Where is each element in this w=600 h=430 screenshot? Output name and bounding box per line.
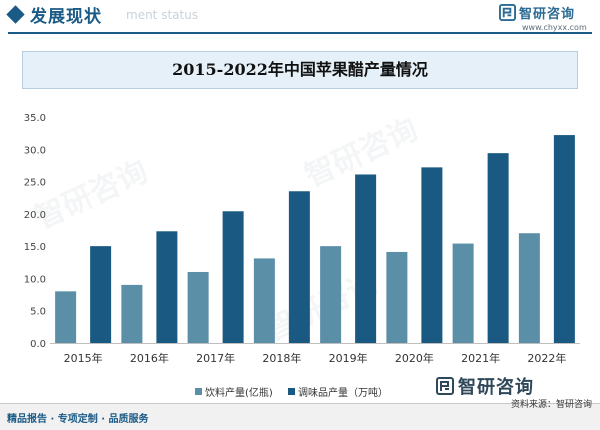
x-tick-label: 2022年	[527, 351, 566, 365]
x-tick-label: 2020年	[395, 351, 434, 365]
y-tick-label: 35.0	[24, 113, 46, 124]
x-axis: 2015年 2016年 2017年 2018年 2019年 2020年 2021年 2022年	[64, 351, 567, 365]
brand-name: 智研咨询	[519, 7, 576, 22]
x-tick-label: 2019年	[329, 351, 368, 365]
bar-beverage	[253, 258, 275, 343]
page-header: ment status 发展现状 智研咨询 www.chyxx.com	[0, 0, 600, 36]
y-tick-label: 0.0	[30, 339, 46, 350]
x-tick-label: 2017年	[196, 351, 235, 365]
header-background-text: ment status	[126, 8, 199, 22]
bar-condiment	[421, 167, 443, 343]
bar-condiment	[288, 191, 310, 343]
y-tick-label: 10.0	[24, 274, 46, 285]
brand-logo-icon	[436, 377, 454, 395]
legend-item-condiment: 调味品产量（万吨）	[288, 381, 388, 399]
bar-beverage	[386, 251, 408, 343]
legend-label: 饮料产量(亿瓶)	[205, 388, 273, 399]
x-tick-label: 2021年	[461, 351, 500, 365]
legend-swatch	[195, 388, 202, 395]
bar-beverage	[518, 233, 540, 343]
y-axis: 0.0 5.0 10.0 15.0 20.0 25.0 30.0 35.0	[24, 113, 46, 350]
diamond-icon	[6, 5, 25, 24]
bar-condiment	[156, 231, 178, 343]
y-tick-label: 25.0	[24, 178, 46, 189]
brand-logo-icon	[499, 4, 516, 21]
bar-beverage	[55, 291, 77, 343]
y-tick-label: 15.0	[24, 242, 46, 253]
footer-slogan: 精品报告 · 专项定制 · 品质服务	[7, 414, 149, 425]
legend-label: 调味品产量（万吨）	[298, 388, 388, 399]
bar-chart: 0.0 5.0 10.0 15.0 20.0 25.0 30.0 35.0 2015年 2016…	[24, 113, 580, 365]
bar-beverage	[320, 246, 342, 343]
page-footer: 精品报告 · 专项定制 · 品质服务 资料来源：智研咨询	[0, 400, 600, 430]
y-tick-label: 20.0	[24, 210, 46, 221]
header-divider	[8, 32, 592, 34]
bar-condiment	[90, 246, 112, 343]
chart-title: 2015-2022年中国苹果醋产量情况	[22, 51, 578, 89]
brand-name-large: 智研咨询	[458, 377, 534, 398]
bar-series	[55, 135, 575, 343]
bar-beverage	[452, 243, 474, 343]
section-title: 发展现状	[30, 7, 102, 27]
bar-condiment	[222, 211, 244, 343]
y-tick-label: 5.0	[30, 307, 46, 318]
bar-condiment	[355, 174, 377, 343]
brand-url: www.chyxx.com	[522, 23, 587, 32]
legend-swatch	[288, 388, 295, 395]
x-tick-label: 2018年	[262, 351, 301, 365]
bar-beverage	[187, 271, 209, 343]
x-tick-label: 2015年	[64, 351, 103, 365]
bar-condiment	[487, 153, 509, 343]
x-tick-label: 2016年	[130, 351, 169, 365]
y-tick-label: 30.0	[24, 145, 46, 156]
bar-beverage	[121, 284, 143, 343]
data-source: 资料来源：智研咨询	[510, 400, 592, 410]
bar-condiment	[553, 135, 575, 343]
legend-item-beverage: 饮料产量(亿瓶)	[195, 381, 273, 399]
